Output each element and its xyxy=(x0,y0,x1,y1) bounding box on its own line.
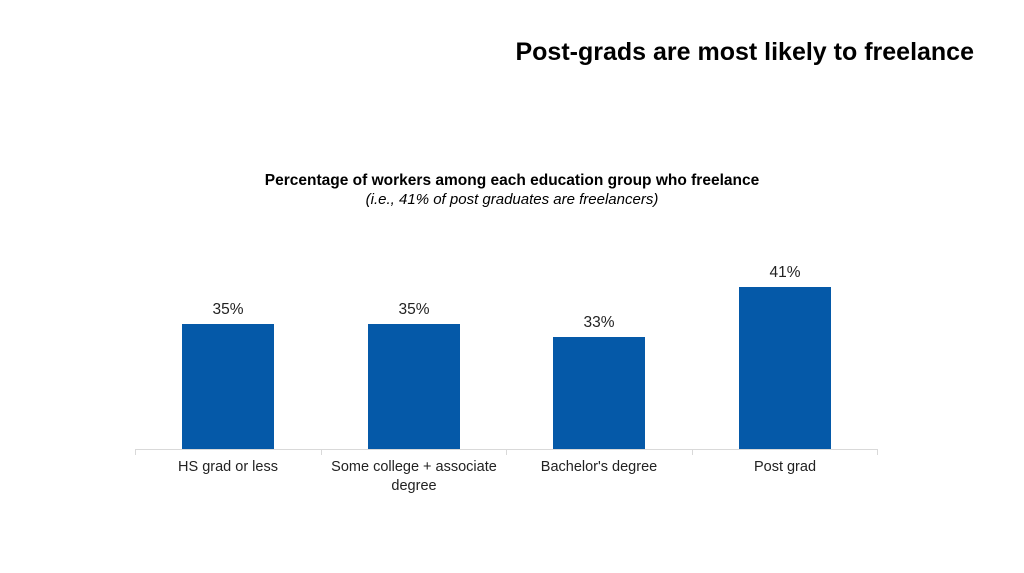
category-label: Some college + associate degree xyxy=(331,459,497,494)
category-label: Post grad xyxy=(753,459,817,475)
axis-tick xyxy=(877,449,878,455)
axis-tick xyxy=(135,449,136,455)
bar-bachelors xyxy=(553,337,645,449)
value-label: 35% xyxy=(212,301,244,318)
category-label: Bachelor's degree xyxy=(540,459,658,475)
value-label: 35% xyxy=(398,301,430,318)
axis-tick xyxy=(321,449,322,455)
bar-post-grad xyxy=(739,287,831,449)
value-label: 41% xyxy=(769,264,801,281)
category-label: HS grad or less xyxy=(178,459,278,475)
axis-tick xyxy=(692,449,693,455)
axis-tick xyxy=(506,449,507,455)
value-label: 33% xyxy=(583,314,615,331)
bar-some-college xyxy=(368,324,460,449)
bar-hs-grad xyxy=(182,324,274,449)
chart-title: Percentage of workers among each educati… xyxy=(264,172,760,189)
chart-subtitle: (i.e., 41% of post graduates are freelan… xyxy=(365,191,659,208)
page-title: Post-grads are most likely to freelance xyxy=(515,38,974,66)
